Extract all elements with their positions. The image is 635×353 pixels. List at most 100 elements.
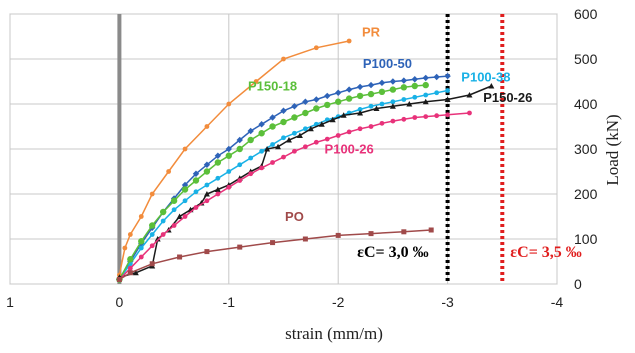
data-point [160,218,166,224]
data-point [335,89,342,96]
data-point [127,256,134,263]
data-point [149,222,156,229]
y-tick-label: 100 [574,231,598,247]
data-point [248,171,254,177]
data-point [225,145,232,153]
data-point [253,79,259,84]
data-point [177,254,183,260]
data-point [215,175,221,181]
data-point [203,168,211,175]
x-tick-label: -3 [441,294,454,310]
series-label: P100-38 [461,70,510,85]
series-line [119,229,432,281]
data-point [412,115,418,120]
data-point [423,92,429,98]
data-point [214,159,222,166]
data-point [171,207,177,213]
data-point [390,99,396,105]
y-tick-label: 200 [574,186,598,202]
data-point [302,126,308,132]
y-tick-label: 600 [574,6,598,22]
data-point [138,245,144,251]
x-tick-label: -1 [223,294,236,310]
data-point [281,154,286,160]
data-point [237,244,243,250]
data-point [313,96,320,103]
data-point [203,161,211,168]
data-point [345,95,353,102]
data-point [182,214,188,219]
data-point [302,109,309,117]
data-point [367,90,375,98]
data-point [340,112,347,118]
data-point [236,145,243,153]
y-axis-title: Load (kN) [603,114,622,185]
data-point [379,120,385,126]
data-point [389,78,397,85]
limit-lines: εC= 3,0 ‰ εC= 3,5 ‰ [357,14,582,284]
data-point [226,101,232,107]
data-point [204,124,210,129]
y-tick-label: 0 [574,276,582,292]
data-point [335,133,341,138]
y-tick-label: 400 [574,96,598,112]
data-point [193,189,199,195]
data-point [307,125,314,132]
data-point [149,243,155,249]
data-point [444,72,451,80]
data-point [280,107,287,114]
data-point [204,198,210,204]
data-point [258,130,265,137]
data-point [324,136,330,142]
data-point [116,277,122,282]
data-point [466,92,473,98]
data-point [378,88,386,96]
data-point [401,97,407,102]
data-point [428,227,434,233]
series-label: P150-26 [483,90,532,105]
data-point [236,136,243,144]
limit-label: εC= 3,5 ‰ [510,244,582,261]
data-point [433,73,440,81]
data-point [390,118,396,124]
data-point [237,162,243,168]
data-point [378,79,386,87]
series-pr: PR [117,25,381,278]
series-label: P100-50 [363,56,412,71]
series-label: PR [362,25,381,40]
data-point [373,105,380,111]
data-point [345,86,353,93]
data-point [182,146,188,152]
data-point [400,84,408,91]
series-group: PR P100-50 P100-38 P150-18 P150-26 P100-26 PO [116,25,532,283]
data-point [411,82,418,90]
data-point [335,98,342,105]
y-tick-label: 500 [574,51,598,67]
data-point [214,186,221,192]
data-point [488,83,495,89]
data-point [170,197,178,204]
data-point [281,135,286,141]
data-point [193,205,199,210]
data-point [356,92,364,100]
data-point [127,265,133,271]
data-point [281,56,286,62]
data-point [247,127,254,135]
x-axis-title: strain (mm/m) [285,324,383,343]
data-point [406,101,413,107]
data-point [154,236,161,242]
data-point [324,101,331,109]
data-point [181,181,189,189]
data-point [346,129,352,135]
data-point [292,148,297,154]
data-point [422,74,429,82]
data-point [411,76,418,83]
data-point [149,261,155,267]
data-point [401,116,407,122]
data-point [434,113,440,119]
data-point [313,105,320,112]
data-point [368,231,374,237]
series-p100-26: P100-26 [117,110,472,282]
data-point [357,126,363,132]
data-point [422,81,429,89]
